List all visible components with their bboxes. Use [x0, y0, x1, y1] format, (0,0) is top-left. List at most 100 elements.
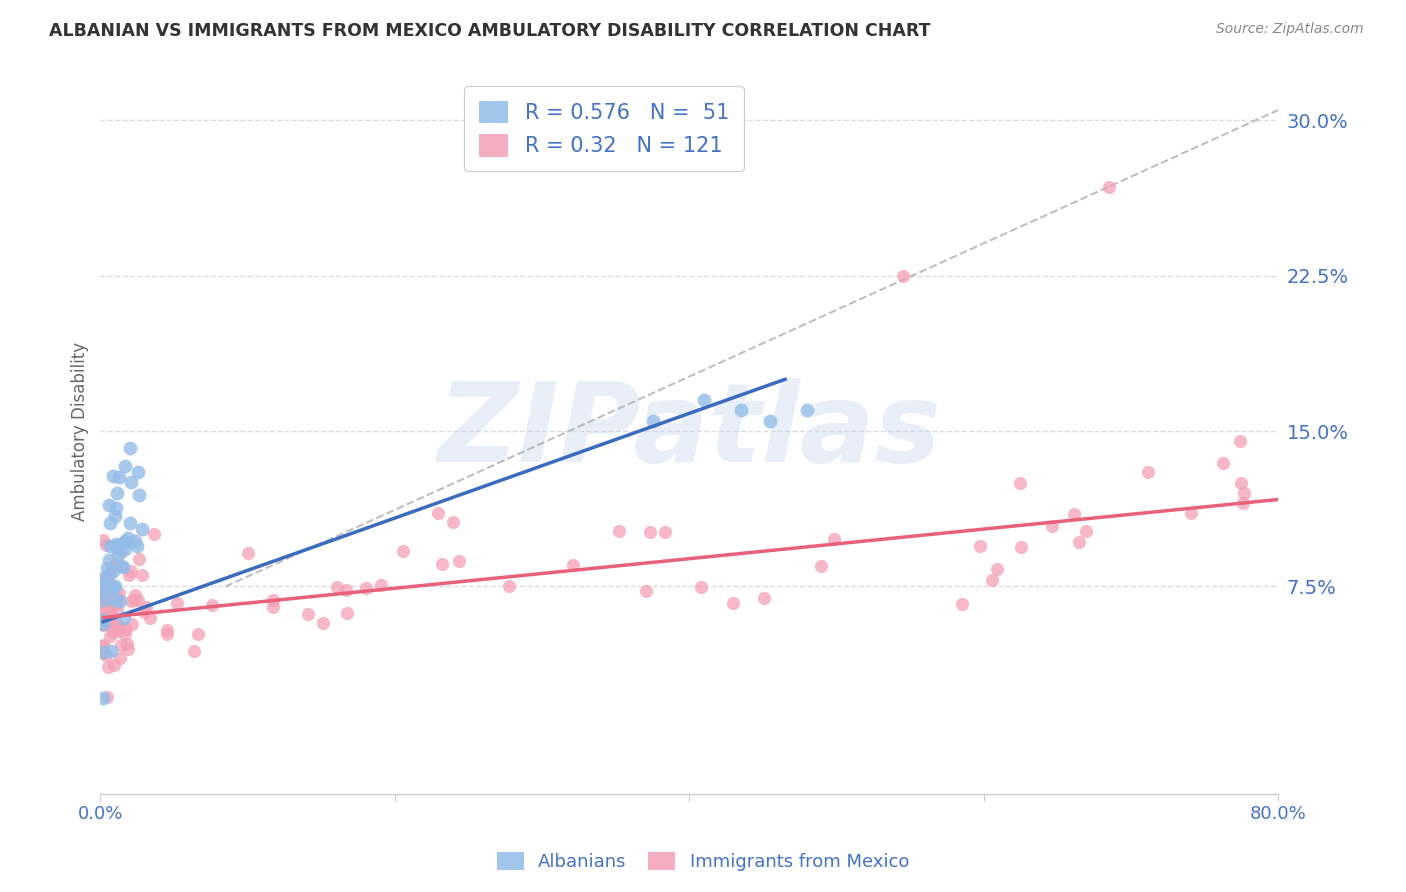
Point: [105, 537, 128, 551]
Point: [104, 591, 127, 605]
Point: [636, 583, 658, 598]
Point: [101, 469, 124, 483]
Point: [690, 581, 713, 595]
Point: [114, 627, 136, 641]
Point: [132, 605, 155, 619]
Point: [135, 600, 157, 615]
Point: [94, 575, 117, 590]
Text: Source: ZipAtlas.com: Source: ZipAtlas.com: [1216, 22, 1364, 37]
Point: [201, 598, 224, 612]
Point: [104, 558, 127, 572]
Point: [101, 587, 124, 601]
Point: [142, 526, 165, 541]
Point: [730, 403, 752, 417]
Point: [1229, 434, 1251, 449]
Point: [108, 470, 131, 484]
Point: [97, 569, 120, 583]
Point: [114, 459, 136, 474]
Point: [101, 582, 124, 597]
Point: [127, 539, 149, 553]
Point: [105, 596, 128, 610]
Point: [693, 392, 716, 407]
Y-axis label: Ambulatory Disability: Ambulatory Disability: [72, 342, 89, 521]
Point: [981, 574, 1004, 588]
Point: [1067, 534, 1090, 549]
Point: [107, 548, 129, 562]
Point: [391, 544, 413, 558]
Point: [104, 508, 127, 523]
Point: [110, 545, 132, 559]
Point: [91, 639, 114, 653]
Point: [114, 541, 136, 556]
Point: [93, 591, 115, 605]
Point: [127, 593, 149, 607]
Point: [98, 539, 121, 553]
Point: [91, 645, 114, 659]
Point: [430, 557, 453, 571]
Point: [122, 593, 145, 607]
Point: [1230, 475, 1253, 490]
Point: [754, 591, 776, 605]
Point: [236, 546, 259, 560]
Point: [759, 414, 782, 428]
Point: [336, 606, 359, 620]
Point: [823, 532, 845, 546]
Point: [263, 600, 285, 615]
Point: [93, 583, 115, 598]
Point: [91, 571, 114, 585]
Point: [118, 516, 141, 531]
Point: [91, 646, 114, 660]
Point: [100, 644, 122, 658]
Point: [104, 500, 127, 515]
Point: [105, 620, 128, 634]
Point: [986, 562, 1008, 576]
Point: [118, 568, 141, 582]
Point: [117, 642, 139, 657]
Point: [91, 691, 114, 706]
Point: [441, 515, 464, 529]
Point: [94, 538, 117, 552]
Point: [94, 595, 117, 609]
Point: [98, 604, 121, 618]
Point: [96, 561, 118, 575]
Point: [93, 588, 115, 602]
Point: [104, 579, 127, 593]
Point: [562, 558, 585, 573]
Point: [110, 638, 132, 652]
Point: [103, 582, 125, 597]
Point: [1137, 465, 1160, 479]
Point: [1010, 540, 1032, 554]
Point: [155, 627, 177, 641]
Point: [100, 562, 122, 576]
Point: [1063, 508, 1085, 522]
Point: [103, 625, 125, 640]
Point: [115, 622, 138, 636]
Point: [654, 525, 676, 540]
Point: [101, 580, 124, 594]
Point: [124, 534, 146, 549]
Legend: Albanians, Immigrants from Mexico: Albanians, Immigrants from Mexico: [489, 845, 917, 879]
Point: [127, 465, 149, 479]
Point: [810, 558, 832, 573]
Point: [103, 658, 125, 673]
Point: [1233, 486, 1256, 500]
Point: [156, 624, 179, 638]
Text: ALBANIAN VS IMMIGRANTS FROM MEXICO AMBULATORY DISABILITY CORRELATION CHART: ALBANIAN VS IMMIGRANTS FROM MEXICO AMBUL…: [49, 22, 931, 40]
Point: [110, 651, 132, 665]
Point: [105, 558, 128, 573]
Point: [91, 617, 114, 632]
Point: [91, 591, 114, 605]
Point: [91, 612, 114, 626]
Point: [93, 639, 115, 653]
Point: [183, 644, 205, 658]
Point: [335, 583, 357, 598]
Point: [101, 609, 124, 624]
Point: [96, 648, 118, 662]
Point: [796, 403, 818, 417]
Point: [426, 506, 449, 520]
Point: [93, 571, 115, 585]
Point: [107, 539, 129, 553]
Point: [97, 660, 120, 674]
Point: [97, 598, 120, 612]
Point: [498, 579, 520, 593]
